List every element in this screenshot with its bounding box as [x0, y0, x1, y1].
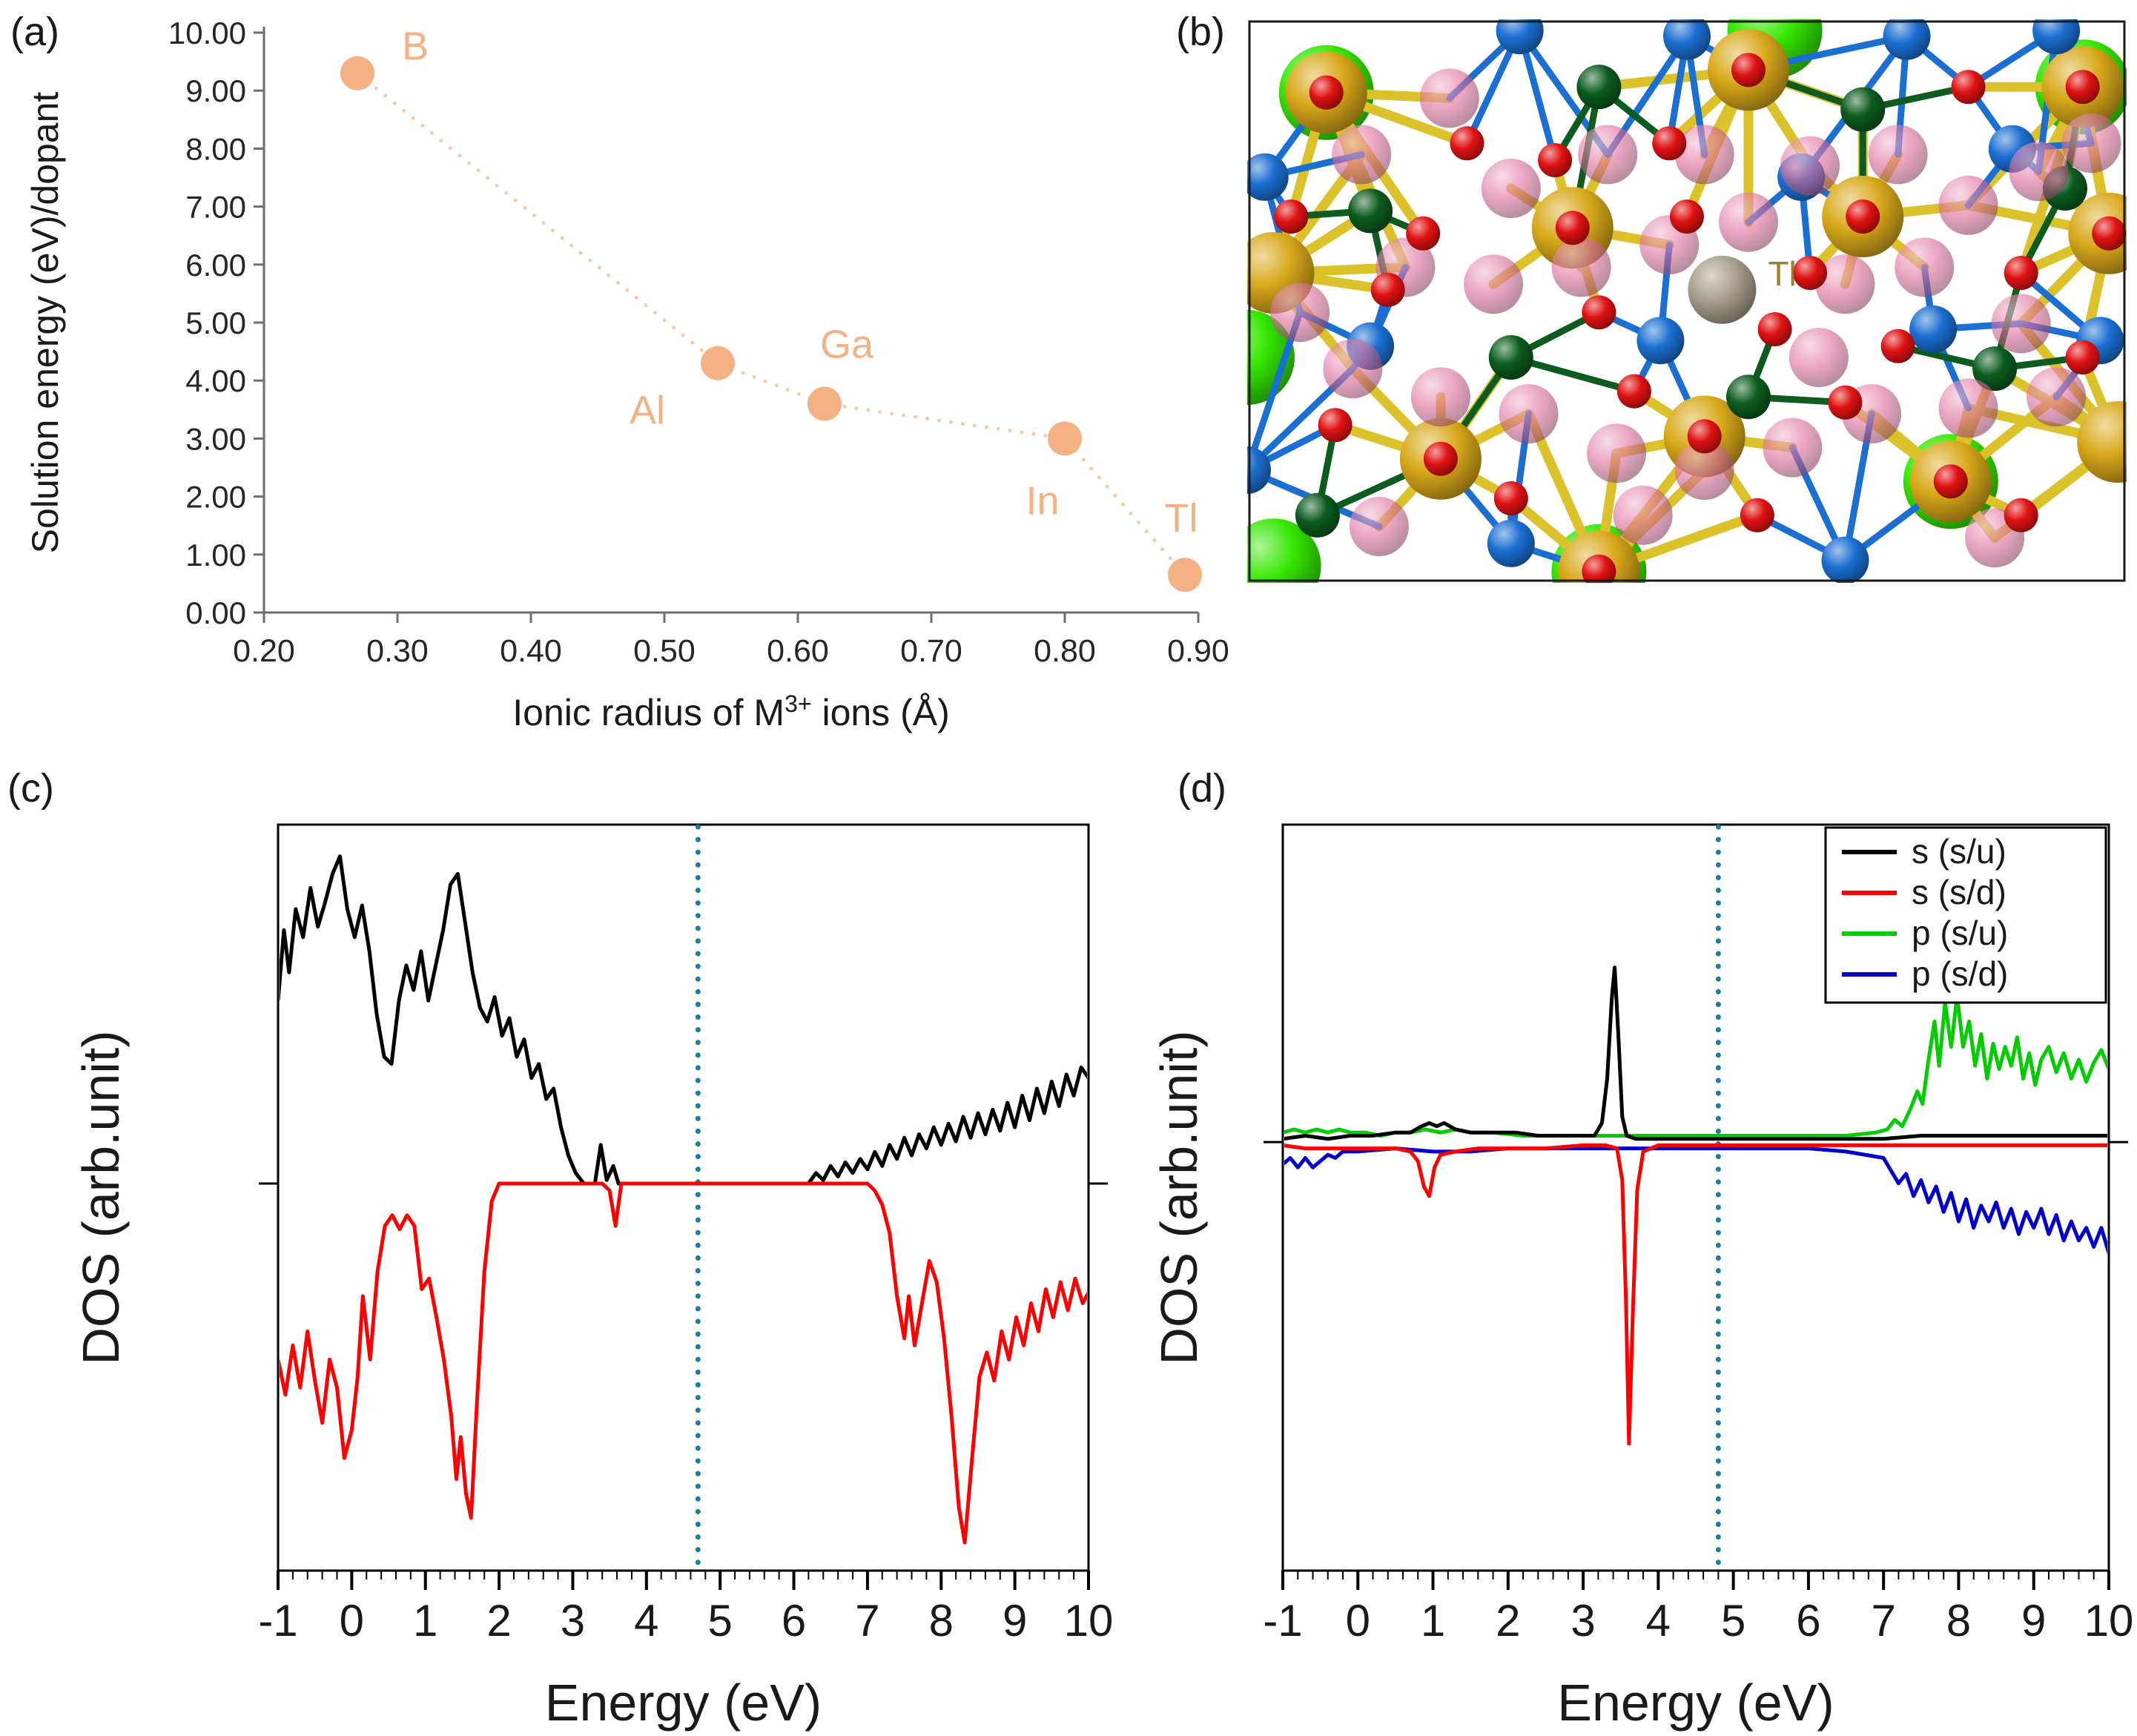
svg-text:-1: -1: [1263, 1596, 1302, 1646]
svg-text:5.00: 5.00: [185, 306, 246, 340]
panel-b-crystal-structure: Tl: [1200, 0, 2137, 619]
y-axis-title: Solution energy (eV)/dopant: [24, 92, 66, 554]
dos-curve-s-down: [1284, 1143, 2107, 1446]
svg-text:9.00: 9.00: [185, 73, 246, 108]
panel-a-solution-energy-plot: 0.20 0.30 0.40 0.50 0.60 0.70 0.80 0.90 0.00 1.00…: [0, 0, 1237, 754]
svg-text:7: 7: [855, 1596, 879, 1646]
x-axis-ticks: [277, 1571, 1090, 1590]
svg-text:6: 6: [782, 1596, 806, 1646]
red-atoms: [1274, 53, 2127, 589]
legend-label: p (s/u): [1912, 914, 2008, 952]
x-axis-title: Energy (eV): [545, 1674, 822, 1732]
svg-text:10.00: 10.00: [168, 16, 246, 50]
data-points: B Al Ga In Tl: [340, 24, 1202, 593]
svg-text:3: 3: [561, 1596, 585, 1646]
point-Al: [701, 346, 735, 380]
svg-text:0.50: 0.50: [633, 633, 696, 669]
point-label-Ga: Ga: [820, 322, 874, 366]
svg-text:0.30: 0.30: [366, 633, 429, 669]
x-axis-tick-labels: -1 0 1 2 3 4 5 6 7 8 9 10: [258, 1596, 1113, 1646]
point-label-In: In: [1025, 478, 1059, 523]
svg-text:7.00: 7.00: [185, 190, 246, 225]
panel-label-b: (b): [1176, 10, 1225, 54]
crystal-structure-svg: Tl: [1200, 0, 2137, 619]
dos-chart-c-svg: -1 0 1 2 3 4 5 6 7 8 9 10 Energy (eV) DOS (arb.unit): [72, 823, 1113, 1732]
svg-text:8.00: 8.00: [185, 131, 246, 166]
svg-text:10: 10: [1064, 1596, 1114, 1646]
svg-text:4: 4: [1646, 1596, 1671, 1646]
pink-atoms: [1270, 68, 2121, 568]
svg-text:0.40: 0.40: [500, 633, 562, 669]
svg-text:2: 2: [1496, 1596, 1520, 1646]
legend: s (s/u)s (s/d)p (s/u)p (s/d): [1824, 826, 2107, 1004]
svg-text:8: 8: [1946, 1596, 1971, 1646]
green-atoms: [1295, 65, 2087, 538]
svg-text:3.00: 3.00: [185, 421, 246, 456]
x-axis-title: Energy (eV): [1557, 1674, 1834, 1732]
x-axis-ticks: [1281, 1571, 2110, 1590]
svg-text:4.00: 4.00: [185, 363, 246, 398]
legend-label: s (s/d): [1912, 873, 2006, 911]
dopant-label: Tl: [1768, 254, 1796, 293]
legend-label: p (s/d): [1912, 954, 2008, 993]
panel-label-d: (d): [1178, 766, 1226, 811]
point-Tl: [1168, 558, 1202, 593]
panel-d-dos-plot: -1 0 1 2 3 4 5 6 7 8 9 10 s (s/u) s (s/d) p (s/u) p (s/…: [1003, 764, 2137, 1736]
point-B: [340, 56, 374, 90]
svg-text:-1: -1: [258, 1596, 297, 1646]
svg-text:2.00: 2.00: [185, 480, 246, 515]
svg-text:5: 5: [707, 1596, 732, 1646]
dopant-atom: [1688, 255, 1757, 324]
svg-text:1: 1: [1421, 1596, 1445, 1646]
dos-curve-spin-down: [280, 1181, 1087, 1545]
dos-curve-p-up: [1284, 994, 2107, 1138]
svg-text:0: 0: [1346, 1596, 1370, 1646]
point-label-Al: Al: [630, 389, 665, 433]
svg-text:9: 9: [2021, 1596, 2046, 1646]
svg-text:0.60: 0.60: [767, 633, 829, 669]
svg-text:3: 3: [1570, 1596, 1595, 1646]
svg-text:6.00: 6.00: [185, 248, 246, 283]
svg-text:6: 6: [1796, 1596, 1820, 1646]
svg-text:9: 9: [1003, 1596, 1027, 1646]
panel-c-dos-plot: -1 0 1 2 3 4 5 6 7 8 9 10 Energy (eV) DOS (arb.unit): [0, 764, 1139, 1736]
plot-frame: [1281, 823, 2110, 1572]
svg-text:4: 4: [634, 1596, 658, 1646]
legend-label: s (s/u): [1912, 832, 2006, 871]
point-label-Tl: Tl: [1165, 496, 1198, 541]
tick-labels: 0.20 0.30 0.40 0.50 0.60 0.70 0.80 0.90 0.00 1.00…: [168, 16, 1229, 669]
dos-curve-spin-up: [280, 854, 1087, 1186]
svg-text:0.20: 0.20: [233, 633, 295, 669]
point-label-B: B: [402, 24, 429, 69]
svg-text:0: 0: [340, 1596, 364, 1646]
svg-text:10: 10: [2084, 1596, 2134, 1646]
svg-text:7: 7: [1871, 1596, 1895, 1646]
dos-curve-s-up: [1284, 966, 2107, 1141]
panel-label-c: (c): [7, 766, 54, 811]
panel-label-a: (a): [10, 10, 59, 54]
y-axis-title: DOS (arb.unit): [1150, 1030, 1208, 1364]
cell-border: [1248, 20, 2126, 582]
dos-chart-d-svg: -1 0 1 2 3 4 5 6 7 8 9 10s (s/u)s (s/d)p (s/u)p (s/…: [1150, 823, 2133, 1732]
svg-text:5: 5: [1721, 1596, 1745, 1646]
dotted-trend-line: [355, 71, 1187, 577]
svg-text:0.70: 0.70: [900, 633, 962, 669]
svg-text:1: 1: [413, 1596, 437, 1646]
svg-text:1.00: 1.00: [185, 538, 246, 572]
point-Ga: [807, 386, 842, 421]
svg-text:2: 2: [486, 1596, 511, 1646]
svg-text:8: 8: [929, 1596, 954, 1646]
axes: [254, 27, 1200, 623]
svg-text:0.80: 0.80: [1034, 633, 1096, 669]
svg-text:0.90: 0.90: [1167, 633, 1229, 669]
x-axis-title: Ionic radius of M3+ ions (Å): [512, 690, 949, 733]
svg-text:0.00: 0.00: [185, 595, 246, 630]
x-axis-tick-labels: -1 0 1 2 3 4 5 6 7 8 9 10: [1263, 1596, 2133, 1646]
plot-frame: [277, 823, 1090, 1572]
dos-curve-p-down: [1284, 1146, 2107, 1254]
solution-energy-chart-svg: 0.20 0.30 0.40 0.50 0.60 0.70 0.80 0.90 0.00 1.00…: [24, 16, 1229, 733]
y-axis-title: DOS (arb.unit): [72, 1030, 130, 1364]
point-In: [1048, 421, 1082, 456]
